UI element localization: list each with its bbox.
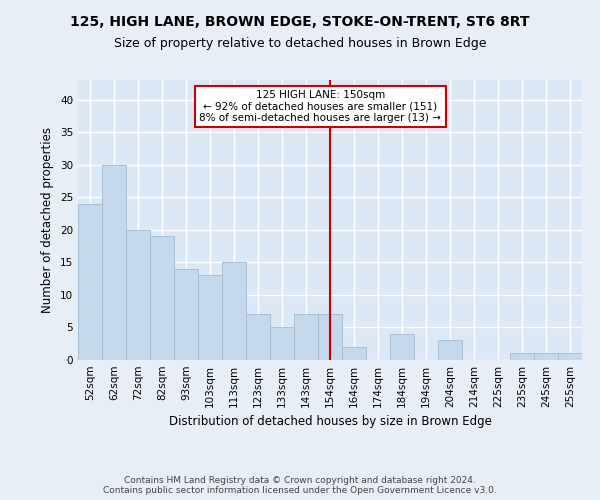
X-axis label: Distribution of detached houses by size in Brown Edge: Distribution of detached houses by size … bbox=[169, 416, 491, 428]
Text: 125, HIGH LANE, BROWN EDGE, STOKE-ON-TRENT, ST6 8RT: 125, HIGH LANE, BROWN EDGE, STOKE-ON-TRE… bbox=[70, 15, 530, 29]
Bar bbox=[294, 314, 318, 360]
Text: Size of property relative to detached houses in Brown Edge: Size of property relative to detached ho… bbox=[114, 38, 486, 51]
Bar bbox=[198, 276, 222, 360]
Bar bbox=[246, 314, 270, 360]
Bar bbox=[438, 340, 462, 360]
Bar bbox=[126, 230, 150, 360]
Text: Contains HM Land Registry data © Crown copyright and database right 2024.
Contai: Contains HM Land Registry data © Crown c… bbox=[103, 476, 497, 495]
Text: 125 HIGH LANE: 150sqm
← 92% of detached houses are smaller (151)
8% of semi-deta: 125 HIGH LANE: 150sqm ← 92% of detached … bbox=[199, 90, 442, 123]
Bar bbox=[390, 334, 414, 360]
Bar bbox=[150, 236, 174, 360]
Bar bbox=[342, 347, 366, 360]
Bar bbox=[558, 354, 582, 360]
Bar bbox=[534, 354, 558, 360]
Bar bbox=[510, 354, 534, 360]
Bar bbox=[174, 269, 198, 360]
Bar bbox=[270, 328, 294, 360]
Y-axis label: Number of detached properties: Number of detached properties bbox=[41, 127, 55, 313]
Bar bbox=[78, 204, 102, 360]
Bar bbox=[318, 314, 342, 360]
Bar bbox=[222, 262, 246, 360]
Bar bbox=[102, 164, 126, 360]
